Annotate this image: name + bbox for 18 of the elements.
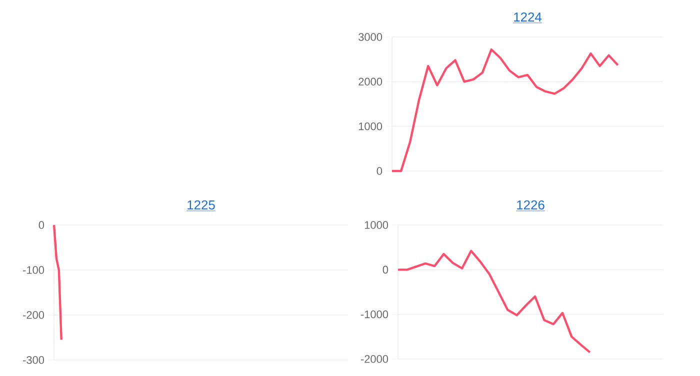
line-series xyxy=(390,48,619,172)
y-tick-label: 2000 xyxy=(358,78,382,86)
y-tick-label: 0 xyxy=(38,221,44,229)
chart-title: 1226 xyxy=(517,200,544,210)
line-series xyxy=(52,224,62,341)
line-series xyxy=(396,250,592,354)
y-tick-label: 1000 xyxy=(358,122,382,130)
y-tick-label: -1000 xyxy=(360,310,388,318)
chart-title: 1225 xyxy=(188,200,215,210)
y-tick-label: -300 xyxy=(23,356,44,364)
y-tick-label: -200 xyxy=(23,311,44,319)
chart-title: 1224 xyxy=(514,12,542,22)
y-tick-label: 0 xyxy=(376,167,382,175)
y-tick-label: -2000 xyxy=(360,355,388,363)
y-tick-label: 3000 xyxy=(358,33,382,41)
y-tick-label: 1000 xyxy=(364,221,388,229)
y-tick-label: -100 xyxy=(23,266,44,274)
y-tick-label: 0 xyxy=(382,266,388,274)
